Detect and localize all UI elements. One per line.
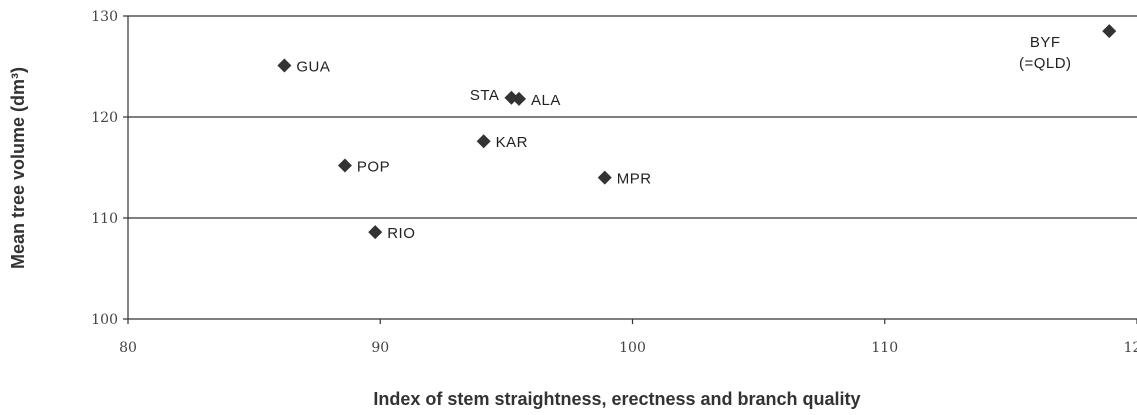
y-tick-label-100: 100 [91, 312, 118, 328]
data-point-gua [277, 58, 292, 73]
point-label-byf-qld: BYF (=QLD) [1019, 34, 1072, 72]
point-label-line: RIO [387, 225, 415, 242]
x-axis-title: Index of stem straightness, erectness an… [373, 389, 860, 409]
x-tick-label-80: 80 [119, 340, 137, 356]
point-label-line: (=QLD) [1019, 55, 1072, 72]
point-label-line: MPR [617, 171, 652, 188]
x-tick-label-100: 100 [619, 340, 646, 356]
data-point-pop [337, 158, 352, 173]
tick-labels: 100 110 120 130 80 90 100 110 120 [91, 9, 1137, 356]
point-label-sta: STA [470, 87, 500, 104]
gridlines [128, 15, 1137, 219]
data-point-ala [511, 91, 526, 106]
point-label-ala: ALA [531, 92, 561, 109]
y-tick-label-130: 130 [91, 9, 118, 25]
data-point-byf-qld [1102, 24, 1117, 39]
x-tick-label-110: 110 [871, 340, 898, 356]
data-points [277, 24, 1117, 240]
point-label-rio: RIO [387, 225, 415, 242]
point-label-line: STA [470, 87, 500, 104]
point-labels: GUA STA ALA KAR POP MPR RIO BYF (=QLD) [296, 34, 1071, 242]
point-label-line: BYF [1030, 34, 1061, 51]
point-label-gua: GUA [296, 58, 330, 75]
point-label-mpr: MPR [617, 171, 652, 188]
point-label-line: POP [357, 158, 390, 175]
point-label-line: GUA [296, 58, 330, 75]
point-label-line: KAR [496, 134, 528, 151]
x-tick-label-120: 120 [1124, 340, 1137, 356]
y-tick-label-120: 120 [91, 110, 118, 126]
axes [123, 15, 1137, 324]
x-tick-label-90: 90 [371, 340, 389, 356]
point-label-pop: POP [357, 158, 390, 175]
data-point-mpr [597, 170, 612, 185]
point-label-line: ALA [531, 92, 561, 109]
y-axis-title: Mean tree volume (dm³) [8, 67, 28, 269]
data-point-rio [368, 225, 383, 240]
y-tick-label-110: 110 [91, 211, 118, 227]
data-point-kar [476, 134, 491, 149]
point-label-kar: KAR [496, 134, 528, 151]
